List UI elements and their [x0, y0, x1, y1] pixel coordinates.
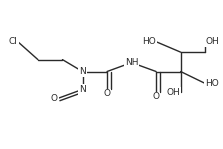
Text: NH: NH: [125, 58, 138, 67]
Text: HO: HO: [205, 79, 219, 88]
Text: N: N: [79, 85, 86, 94]
Text: Cl: Cl: [9, 37, 18, 46]
Text: OH: OH: [205, 37, 219, 46]
Text: O: O: [51, 94, 58, 103]
Text: OH: OH: [167, 88, 181, 97]
Text: HO: HO: [142, 37, 156, 46]
Text: O: O: [153, 92, 160, 101]
Text: N: N: [79, 67, 86, 76]
Text: O: O: [103, 89, 111, 98]
